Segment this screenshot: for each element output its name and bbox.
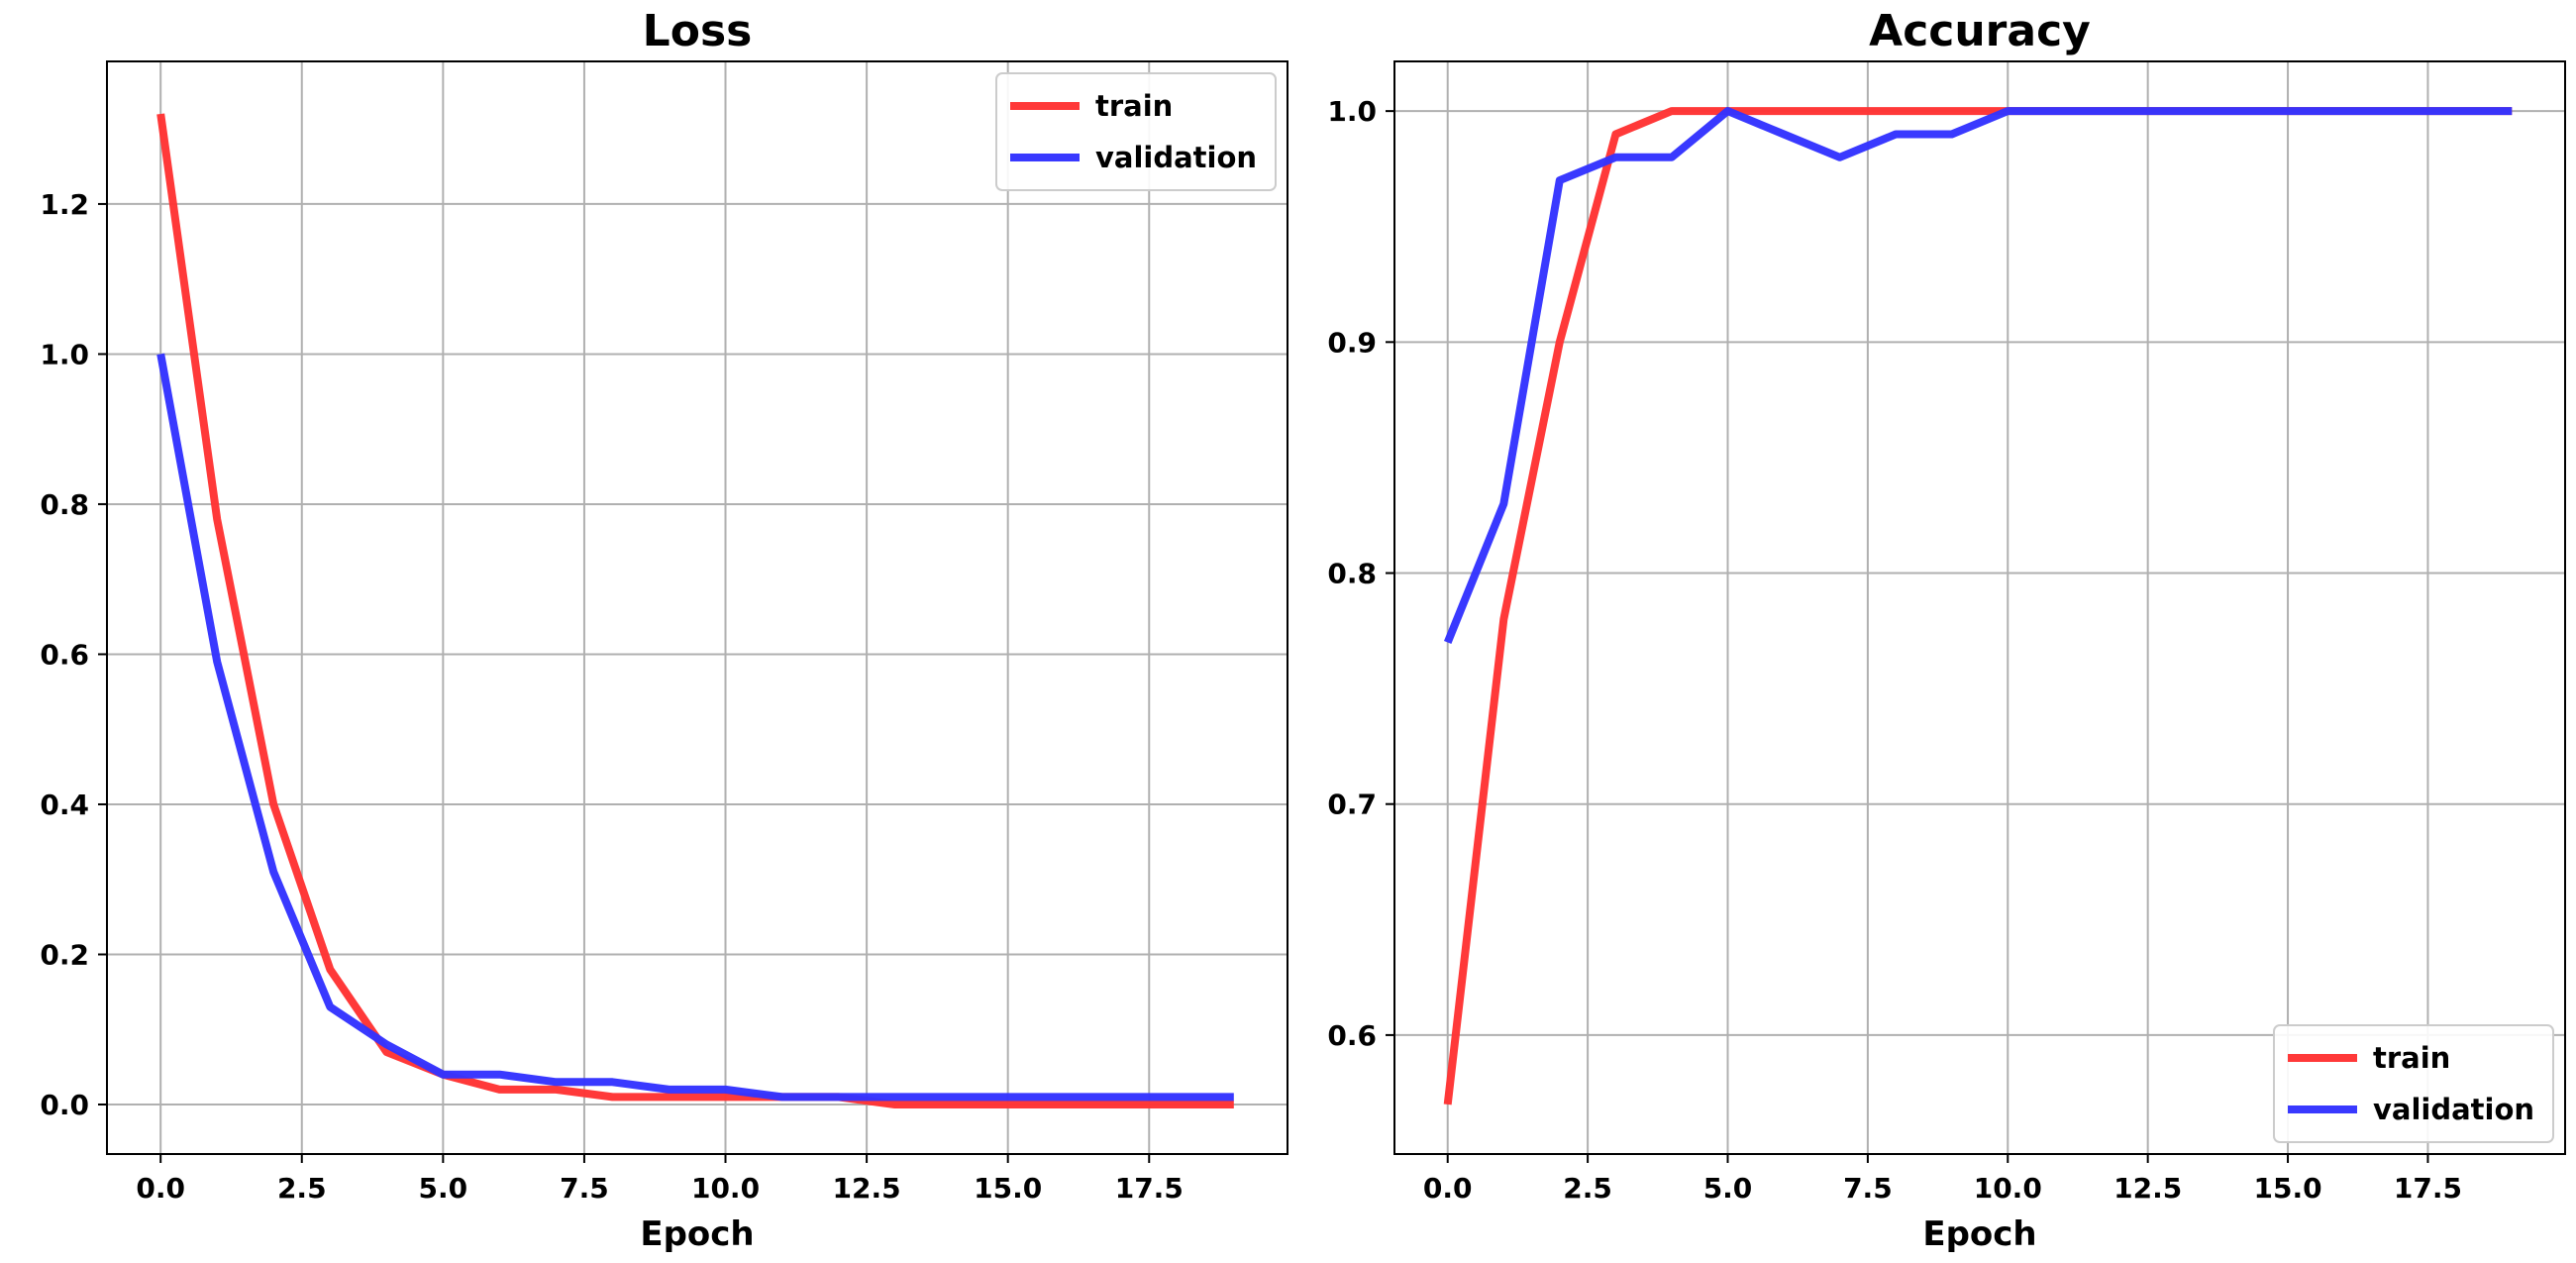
y-tick-label: 1.2 [40,188,89,221]
y-tick-label: 0.0 [40,1089,89,1121]
legend-label: validation [2373,1093,2534,1126]
chart-title: Loss [643,6,753,56]
x-tick-label: 5.0 [1703,1172,1753,1205]
x-tick-label: 0.0 [136,1172,185,1205]
legend-label: validation [1095,141,1257,174]
loss-chart: 0.0 2.5 5.0 7.5 10.0 12.5 15.0 17.5 0.0 0.2 0.4 0.6… [40,6,1288,1254]
legend: train validation [995,72,1277,191]
y-tick-label: 0.2 [40,938,89,971]
y-tick-label: 1.0 [40,338,89,370]
x-tick-label: 15.0 [974,1172,1042,1205]
plot-frame [106,60,1288,1155]
x-tick-label: 17.5 [2394,1172,2462,1205]
x-tick-label: 5.0 [419,1172,468,1205]
series-line-train [1443,107,2513,1105]
x-tick-label: 2.5 [277,1172,327,1205]
accuracy-chart: 0.0 2.5 5.0 7.5 10.0 12.5 15.0 17.5 0.6 0.7 0.8 0.9… [1327,6,2566,1254]
y-tick-label: 0.9 [1327,326,1377,359]
y-tick-label: 0.8 [40,488,89,521]
y-tick-label: 0.7 [1327,789,1377,821]
plot-frame [1393,60,2566,1155]
x-axis-label: Epoch [1922,1214,2036,1254]
y-tick-label: 0.6 [1327,1019,1377,1052]
x-tick-label: 2.5 [1563,1172,1612,1205]
y-tick-label: 1.0 [1327,95,1377,128]
x-tick-label: 0.0 [1423,1172,1473,1205]
series-line-validation [156,353,1234,1102]
legend: train validation [2273,1024,2554,1143]
x-tick-label: 17.5 [1115,1172,1184,1205]
y-tick-label: 0.6 [40,638,89,671]
chart-title: Accuracy [1869,6,2091,56]
x-tick-label: 15.0 [2254,1172,2322,1205]
y-tick-label: 0.8 [1327,558,1377,590]
y-tick-label: 0.4 [40,789,89,821]
x-tick-label: 10.0 [691,1172,760,1205]
x-tick-label: 12.5 [833,1172,901,1205]
x-tick-label: 7.5 [560,1172,609,1205]
x-tick-label: 7.5 [1843,1172,1893,1205]
x-tick-label: 10.0 [1974,1172,2042,1205]
series-line-train [156,113,1234,1108]
x-axis-label: Epoch [640,1214,754,1254]
legend-label: train [1095,89,1173,123]
series-line-validation [1443,107,2513,645]
legend-label: train [2373,1041,2450,1075]
x-tick-label: 12.5 [2113,1172,2182,1205]
